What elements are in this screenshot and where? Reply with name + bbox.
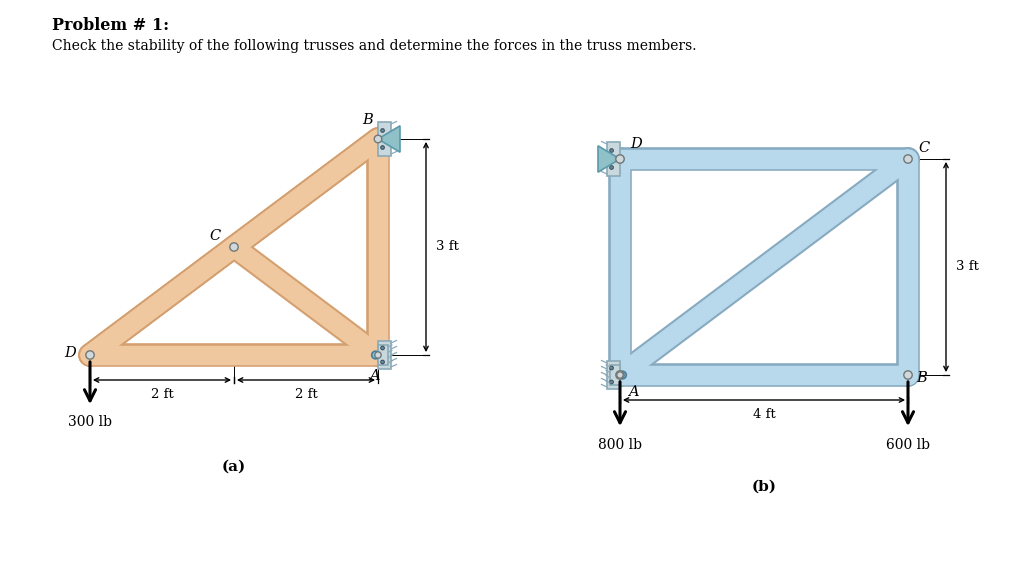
Text: D: D — [65, 346, 76, 360]
Circle shape — [229, 243, 239, 251]
Polygon shape — [378, 126, 400, 152]
Circle shape — [381, 346, 384, 350]
Text: 3 ft: 3 ft — [956, 260, 979, 274]
Bar — [378, 341, 391, 369]
Circle shape — [615, 155, 625, 163]
Text: 2 ft: 2 ft — [295, 388, 317, 401]
Text: B: B — [362, 113, 374, 127]
Text: C: C — [918, 141, 929, 155]
Text: (a): (a) — [222, 460, 246, 474]
Text: Check the stability of the following trusses and determine the forces in the tru: Check the stability of the following tru… — [52, 39, 696, 53]
Text: 2 ft: 2 ft — [151, 388, 173, 401]
Circle shape — [616, 372, 624, 378]
Text: D: D — [630, 137, 642, 151]
Bar — [607, 142, 620, 176]
Text: 300 lb: 300 lb — [68, 415, 112, 429]
Text: B: B — [916, 371, 927, 385]
Circle shape — [904, 155, 912, 163]
Circle shape — [609, 166, 613, 169]
Circle shape — [609, 380, 613, 384]
Circle shape — [375, 352, 381, 358]
Text: 3 ft: 3 ft — [436, 240, 459, 253]
Text: A: A — [369, 369, 379, 383]
Text: C: C — [210, 229, 221, 243]
Text: A: A — [628, 385, 639, 399]
Circle shape — [615, 371, 625, 379]
Circle shape — [374, 135, 382, 143]
Circle shape — [618, 371, 627, 379]
Text: 600 lb: 600 lb — [886, 438, 930, 452]
Circle shape — [609, 149, 613, 152]
Circle shape — [609, 366, 613, 370]
Bar — [378, 122, 391, 156]
Text: Problem # 1:: Problem # 1: — [52, 17, 169, 34]
Circle shape — [381, 129, 384, 132]
Circle shape — [86, 351, 94, 359]
Text: 4 ft: 4 ft — [753, 408, 775, 421]
Bar — [378, 345, 388, 365]
Bar — [607, 361, 620, 389]
Polygon shape — [598, 146, 620, 172]
Bar — [610, 365, 620, 385]
Circle shape — [381, 146, 384, 149]
Text: 800 lb: 800 lb — [598, 438, 642, 452]
Circle shape — [904, 371, 912, 379]
Circle shape — [616, 155, 624, 163]
Text: (b): (b) — [752, 480, 776, 494]
Circle shape — [372, 351, 379, 359]
Circle shape — [381, 360, 384, 364]
